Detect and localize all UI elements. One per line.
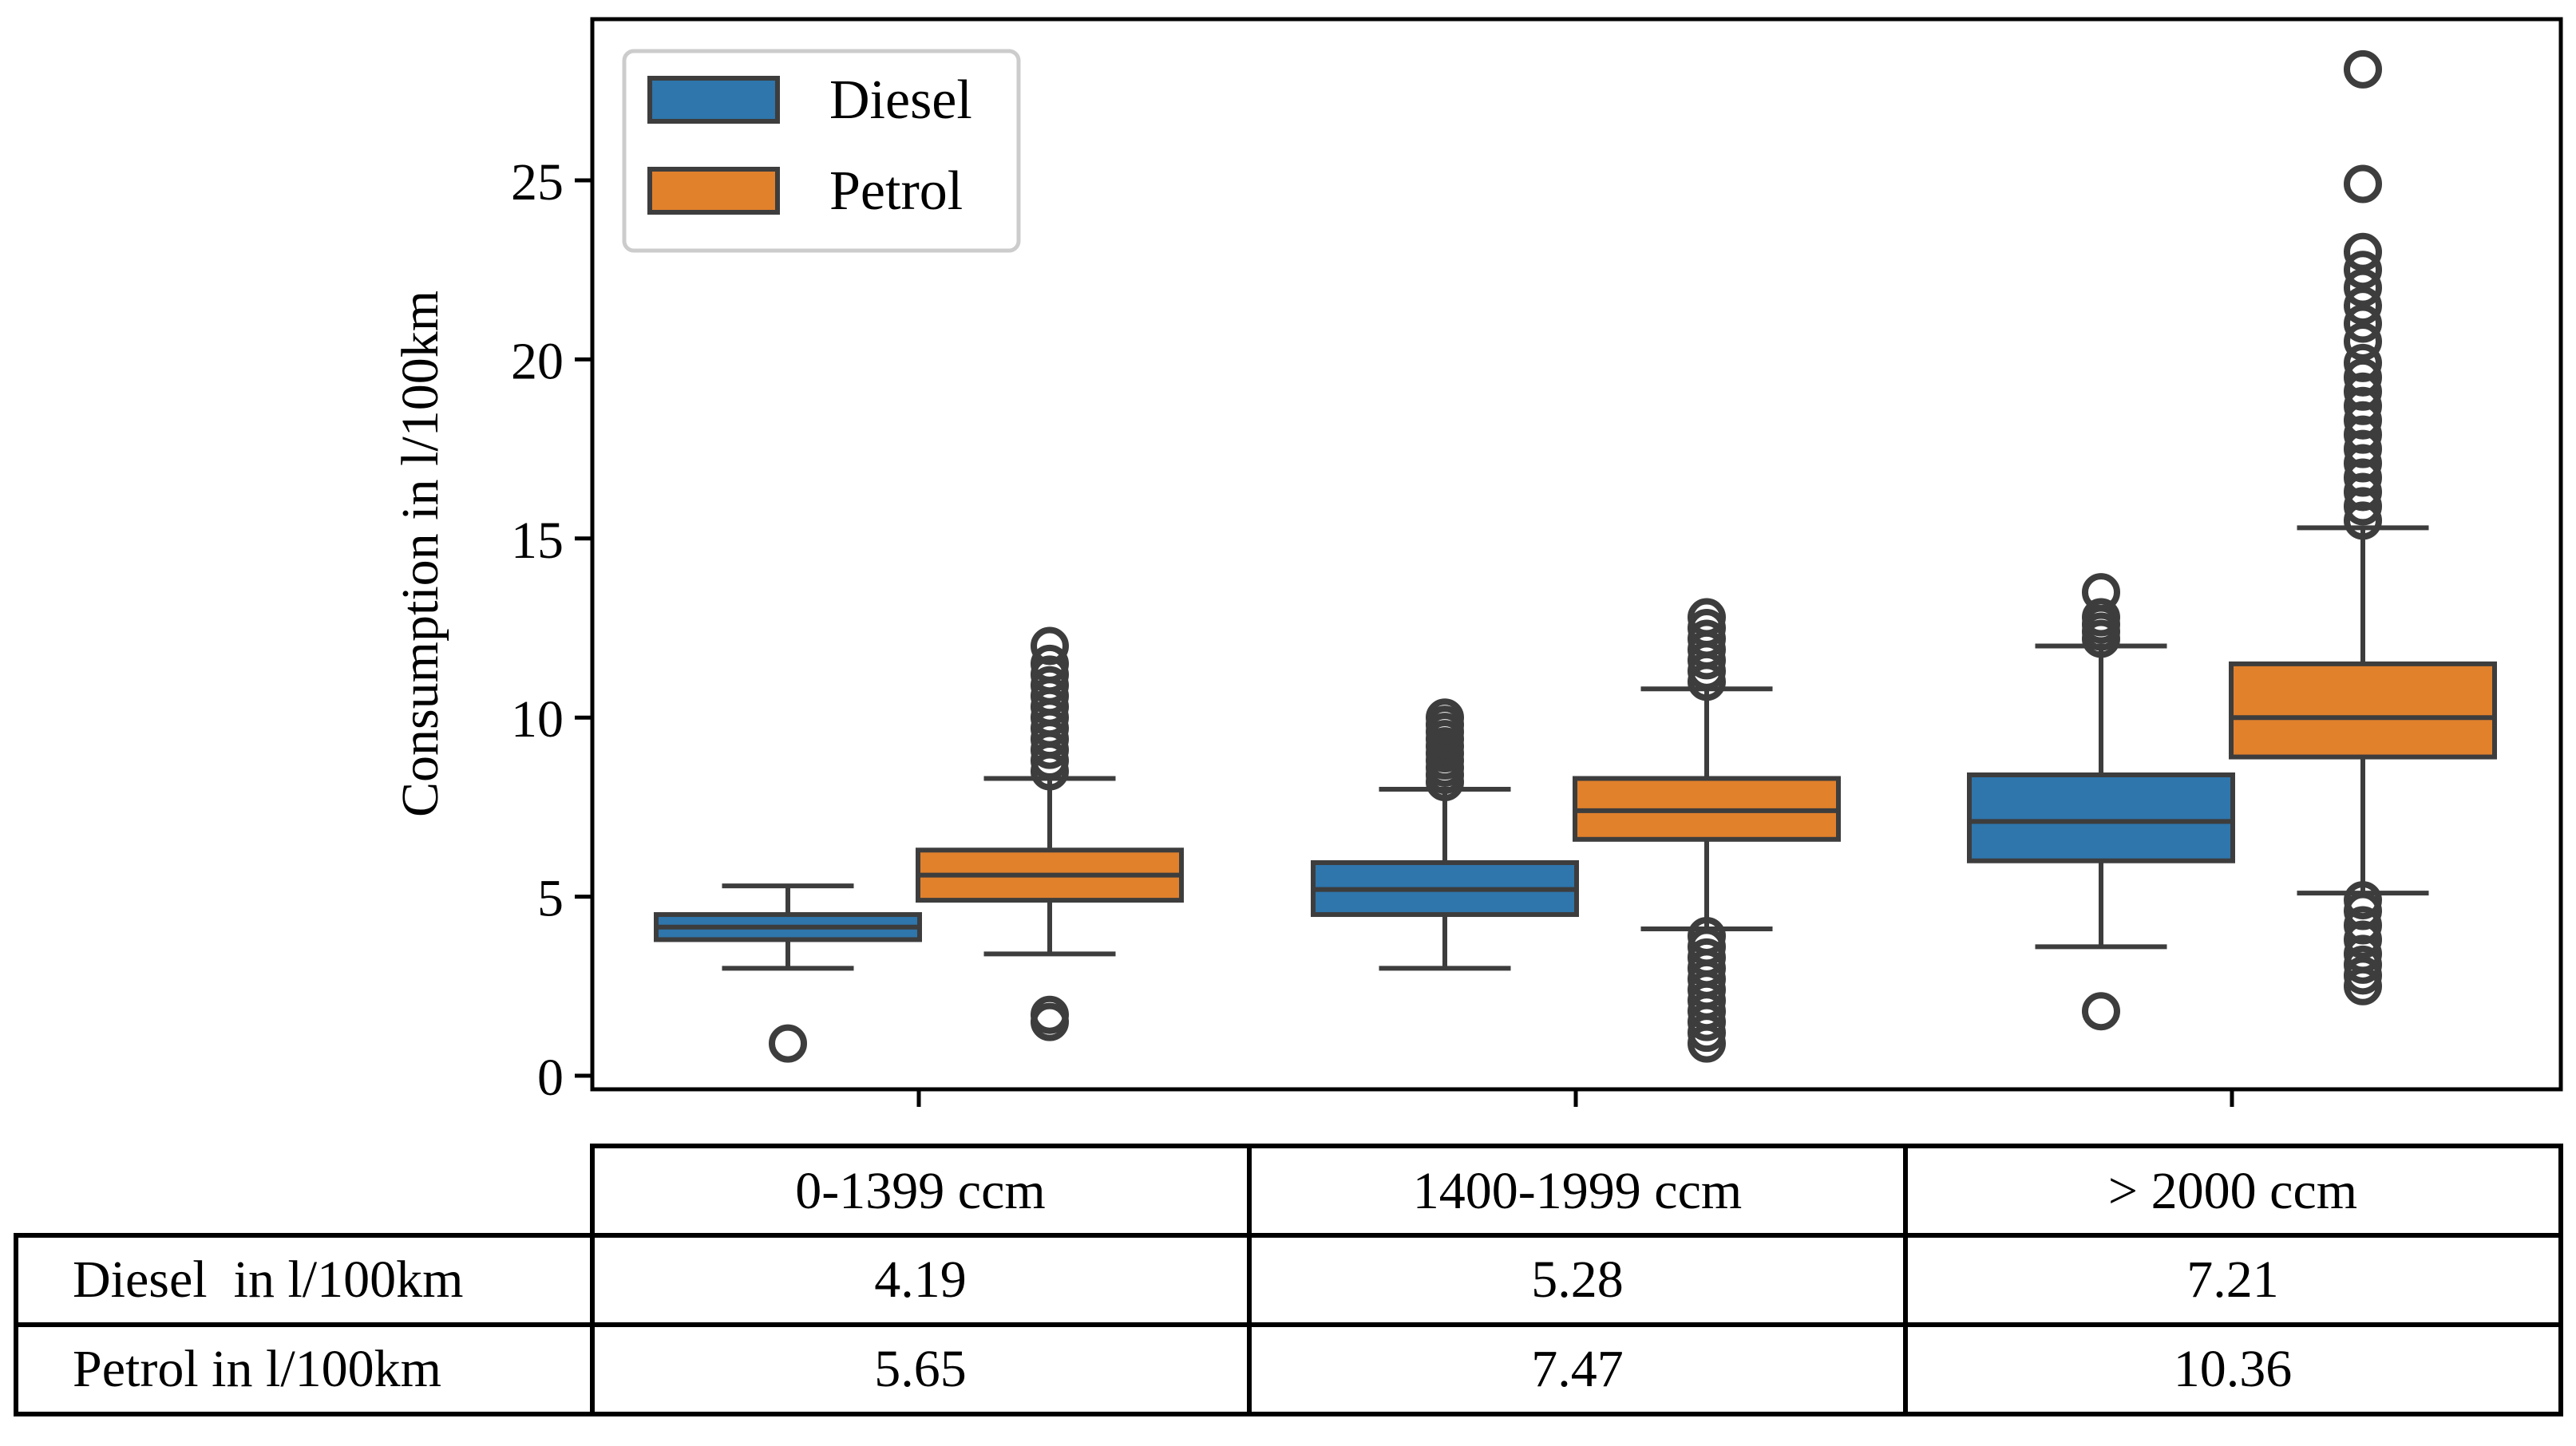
petrol-box-2-outlier bbox=[1688, 619, 1726, 658]
petrol-box-1-outlier bbox=[1031, 626, 1069, 666]
diesel-box-2-outlier bbox=[1426, 698, 1464, 737]
table-cell: 7.47 bbox=[1531, 1340, 1624, 1398]
y-axis-label: Consumption in l/100km bbox=[391, 290, 449, 817]
x-axis-ticks bbox=[916, 1089, 2234, 1107]
petrol-box-3-outlier bbox=[2344, 458, 2382, 497]
petrol-box-3-outlier bbox=[2344, 891, 2382, 930]
petrol-box-3-outlier bbox=[2344, 401, 2382, 440]
petrol-box-3-outlier bbox=[2344, 386, 2382, 425]
legend: Diesel Petrol bbox=[622, 49, 1021, 253]
petrol-box-2-outlier bbox=[1688, 938, 1726, 977]
petrol-box-2-outlier bbox=[1688, 927, 1726, 966]
table-row-label: Diesel in l/100km bbox=[73, 1250, 463, 1309]
petrol-box-3-outlier bbox=[2344, 232, 2382, 271]
table-cell: 10.36 bbox=[2174, 1340, 2293, 1398]
petrol-box-3-outlier bbox=[2344, 322, 2382, 361]
legend-swatch-petrol bbox=[647, 167, 780, 215]
petrol-box-3-outlier bbox=[2344, 372, 2382, 411]
table-row-label: Petrol in l/100km bbox=[73, 1340, 441, 1398]
petrol-box-3-outlier bbox=[2344, 286, 2382, 326]
diesel-box-3-outlier bbox=[2082, 598, 2120, 637]
table-header-cell: > 2000 ccm bbox=[2108, 1162, 2357, 1220]
y-axis-ticks: 0 5 10 15 20 25 bbox=[511, 153, 592, 1107]
summary-table: 0-1399 ccm 1400-1999 ccm > 2000 ccm Dies… bbox=[14, 1144, 2563, 1416]
petrol-box-3 bbox=[2229, 661, 2497, 760]
table-header-cell: 1400-1999 ccm bbox=[1413, 1162, 1742, 1220]
petrol-box-3-outlier bbox=[2344, 881, 2382, 920]
petrol-box-3-outlier bbox=[2344, 251, 2382, 290]
y-tick-label: 0 bbox=[537, 1049, 564, 1107]
petrol-box-3-outlier bbox=[2344, 49, 2382, 89]
diesel-box-3 bbox=[1967, 772, 2235, 863]
diesel-box-3-outlier bbox=[2082, 573, 2120, 612]
table-cell: 5.28 bbox=[1531, 1250, 1624, 1309]
y-tick-label: 10 bbox=[511, 690, 564, 749]
y-tick-label: 15 bbox=[511, 512, 564, 570]
petrol-box-1-outlier bbox=[1031, 655, 1069, 694]
petrol-box-2-outlier bbox=[1688, 598, 1726, 637]
petrol-box-3-outlier bbox=[2344, 444, 2382, 483]
y-tick-label: 25 bbox=[511, 153, 564, 211]
petrol-box-3-outlier bbox=[2344, 415, 2382, 454]
petrol-box-3-outlier bbox=[2344, 906, 2382, 945]
petrol-box-3-outlier bbox=[2344, 343, 2382, 382]
petrol-box-1-outlier bbox=[1031, 644, 1069, 683]
y-tick-label: 5 bbox=[537, 870, 564, 928]
petrol-box-3-outlier bbox=[2344, 472, 2382, 512]
petrol-box-2-outlier bbox=[1688, 916, 1726, 955]
petrol-box-1-outlier bbox=[1031, 995, 1069, 1034]
petrol-box-3-outlier bbox=[2344, 487, 2382, 526]
petrol-box-3-outlier bbox=[2344, 945, 2382, 984]
petrol-box-3-outlier bbox=[2344, 934, 2382, 974]
petrol-box-2-outlier bbox=[1688, 609, 1726, 647]
petrol-box-3-outlier bbox=[2344, 164, 2382, 203]
petrol-box-3-outlier bbox=[2344, 501, 2382, 540]
table-header-cell: 0-1399 ccm bbox=[795, 1162, 1045, 1220]
table-cell: 5.65 bbox=[874, 1340, 967, 1398]
petrol-box-3-outlier bbox=[2344, 268, 2382, 307]
petrol-box-3-outlier bbox=[2344, 956, 2382, 995]
legend-label-petrol: Petrol bbox=[829, 160, 963, 222]
petrol-box-3-outlier bbox=[2344, 304, 2382, 343]
table-cell: 4.19 bbox=[874, 1250, 967, 1309]
diesel-box-3-outlier bbox=[2082, 992, 2120, 1031]
diesel-box-1-outlier bbox=[769, 1024, 807, 1063]
table-cell: 7.21 bbox=[2186, 1250, 2279, 1309]
y-tick-label: 20 bbox=[511, 332, 564, 390]
petrol-box-3-outlier bbox=[2344, 429, 2382, 468]
legend-label-diesel: Diesel bbox=[829, 69, 972, 131]
legend-swatch-diesel bbox=[647, 76, 780, 124]
petrol-box-3-outlier bbox=[2344, 920, 2382, 959]
petrol-box-1-outlier bbox=[1031, 666, 1069, 705]
box-plots bbox=[654, 49, 2497, 1063]
petrol-box-3-outlier bbox=[2344, 358, 2382, 397]
